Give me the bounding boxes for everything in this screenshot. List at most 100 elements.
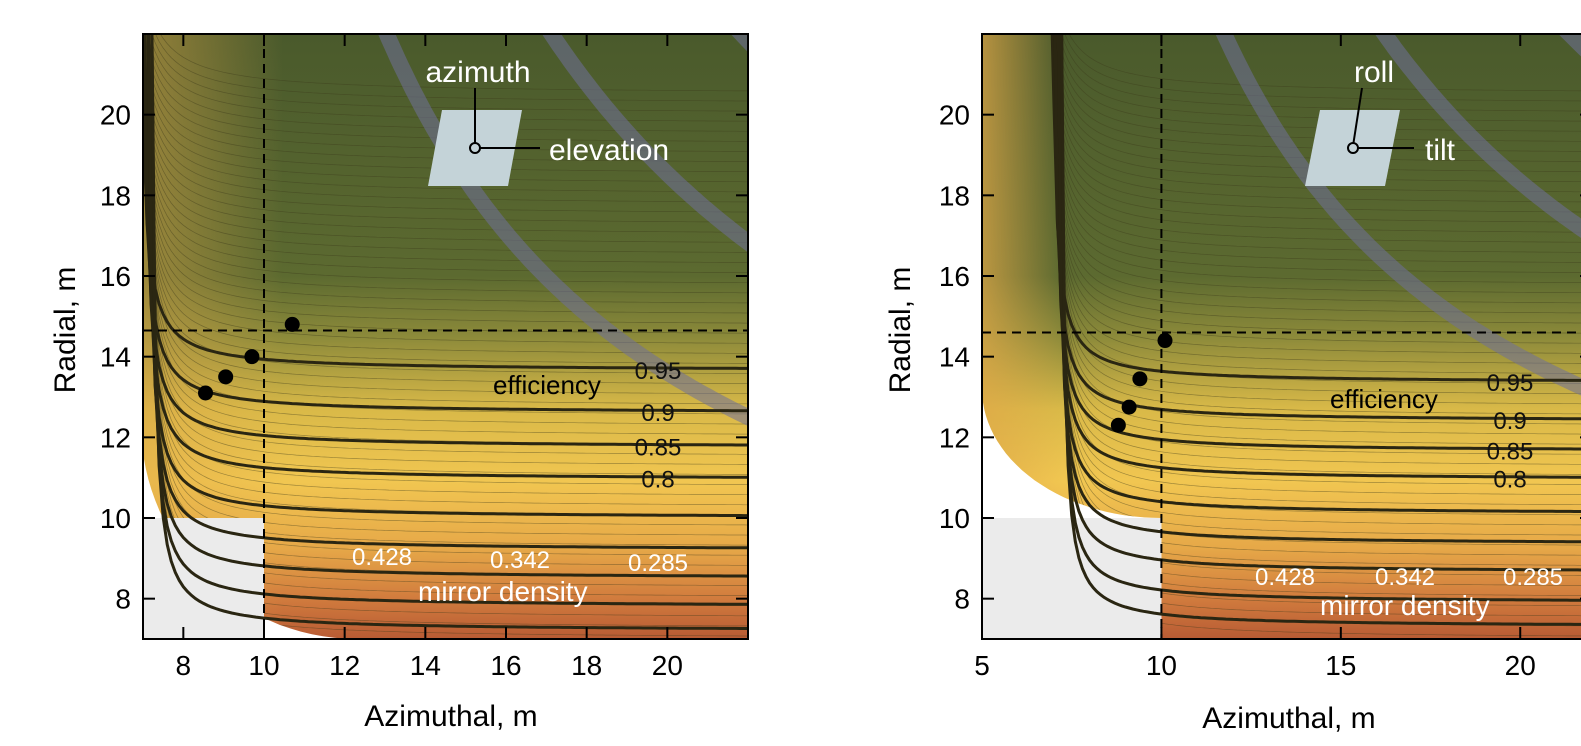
minor-contour-line	[1054, 34, 1581, 384]
minor-contour-line	[1052, 34, 1581, 324]
minor-contour-line	[1058, 34, 1581, 495]
minor-contour-line	[143, 57, 748, 213]
efficiency-contour-label: 0.85	[635, 434, 682, 461]
minor-contour-line	[147, 34, 748, 496]
density-contour-label: 0.285	[628, 550, 688, 577]
panel-inset-diagram: azimuth elevation	[425, 56, 669, 186]
mirror-density-band	[1374, 34, 1581, 238]
minor-contour-line	[151, 34, 748, 112]
efficiency-contour	[1053, 34, 1581, 479]
y-axis-label: Radial, m	[49, 267, 82, 394]
inset-label-right: tilt	[1425, 134, 1456, 167]
efficiency-contour	[146, 34, 748, 550]
efficiency-contour	[143, 34, 748, 413]
minor-contour-line	[143, 70, 748, 324]
minor-contour-line	[1052, 34, 1581, 223]
region-label-density: mirror density	[418, 576, 588, 607]
efficiency-contour-label: 0.9	[1493, 408, 1526, 435]
minor-contour-line	[1051, 34, 1581, 243]
efficiency-contour	[1060, 34, 1581, 602]
minor-contour-line	[1058, 34, 1581, 506]
minor-contour-line	[144, 34, 748, 435]
minor-contour-line	[1057, 34, 1581, 132]
inset-pivot	[1347, 142, 1359, 154]
minor-contour-line	[1052, 34, 1581, 193]
minor-contour-line	[144, 34, 748, 455]
excluded-region-box	[982, 518, 1162, 639]
x-tick-label: 5	[974, 650, 990, 681]
minor-contour-line	[1054, 34, 1581, 405]
minor-contour-line	[144, 34, 748, 425]
minor-contour-line	[143, 55, 748, 344]
density-contour-label: 0.342	[1375, 564, 1435, 591]
x-axis-label: Azimuthal, m	[364, 700, 537, 733]
minor-contour-line	[143, 75, 748, 263]
minor-contour-line	[1055, 34, 1581, 445]
y-tick-label: 20	[100, 100, 131, 131]
y-tick-label: 8	[954, 584, 970, 615]
inset-top-leader	[1352, 87, 1363, 147]
minor-contour-line	[143, 76, 748, 304]
minor-contour-line	[1052, 34, 1581, 263]
efficiency-contour	[1053, 34, 1581, 451]
region-label-density: mirror density	[1320, 590, 1490, 621]
efficiency-contour	[143, 34, 748, 479]
minor-contour-line	[1051, 34, 1581, 233]
minor-contour-line	[143, 73, 748, 253]
minor-contour-line	[143, 47, 748, 193]
x-tick-label: 8	[176, 650, 192, 681]
minor-contour-line	[1061, 34, 1581, 112]
minor-contour-line	[159, 34, 748, 92]
x-axis-label: Azimuthal, m	[1202, 702, 1375, 735]
efficiency-contour	[1053, 34, 1581, 421]
minor-contour-line	[143, 74, 748, 314]
minor-contour-line	[143, 52, 748, 203]
y-tick-label: 14	[939, 342, 970, 373]
efficiency-contour	[143, 34, 748, 447]
minor-contour-line	[143, 77, 748, 273]
minor-contour-line	[147, 34, 748, 485]
density-contour-label: 0.285	[1503, 564, 1563, 591]
x-tick-label: 16	[490, 650, 521, 681]
minor-contour-line	[1068, 34, 1581, 92]
minor-contour-line	[147, 34, 748, 526]
efficiency-contour	[146, 34, 748, 518]
efficiency-contour	[150, 34, 748, 630]
minor-contour-line	[145, 34, 748, 465]
minor-contour-line	[143, 78, 748, 284]
minor-contour-line	[1052, 34, 1581, 314]
x-tick-label: 12	[329, 650, 360, 681]
x-tick-label: 20	[652, 650, 683, 681]
efficiency-contour-label: 0.9	[641, 400, 674, 427]
minor-contour-line	[146, 34, 748, 475]
inset-label-top: azimuth	[425, 56, 530, 89]
y-tick-label: 12	[939, 422, 970, 453]
x-tick-label: 14	[410, 650, 441, 681]
density-contour-label: 0.428	[1255, 564, 1315, 591]
minor-contour-line	[1052, 34, 1581, 183]
efficiency-contour	[150, 34, 748, 606]
mirror-density-band	[541, 34, 748, 253]
minor-contour-line	[1058, 34, 1581, 536]
y-tick-label: 8	[115, 584, 131, 615]
y-tick-label: 14	[100, 342, 131, 373]
y-tick-label: 16	[100, 261, 131, 292]
axes-frame	[142, 33, 749, 640]
efficiency-contour-label: 0.95	[1487, 370, 1534, 397]
design-point	[198, 385, 214, 401]
design-point	[1132, 371, 1148, 387]
minor-contour-line	[144, 34, 748, 405]
density-contour-label: 0.428	[352, 544, 412, 571]
y-tick-label: 16	[939, 261, 970, 292]
design-point	[1121, 399, 1137, 415]
minor-contour-line	[1059, 34, 1581, 122]
minor-contour-line	[1053, 34, 1581, 364]
minor-contour-line	[143, 62, 748, 223]
minor-contour-line	[1052, 34, 1581, 253]
minor-contour-line	[1053, 34, 1581, 172]
y-tick-label: 18	[100, 180, 131, 211]
minor-contour-line	[143, 66, 748, 233]
y-tick-label: 12	[100, 422, 131, 453]
inset-label-right: elevation	[549, 134, 669, 167]
minor-contour-line	[1055, 34, 1581, 455]
